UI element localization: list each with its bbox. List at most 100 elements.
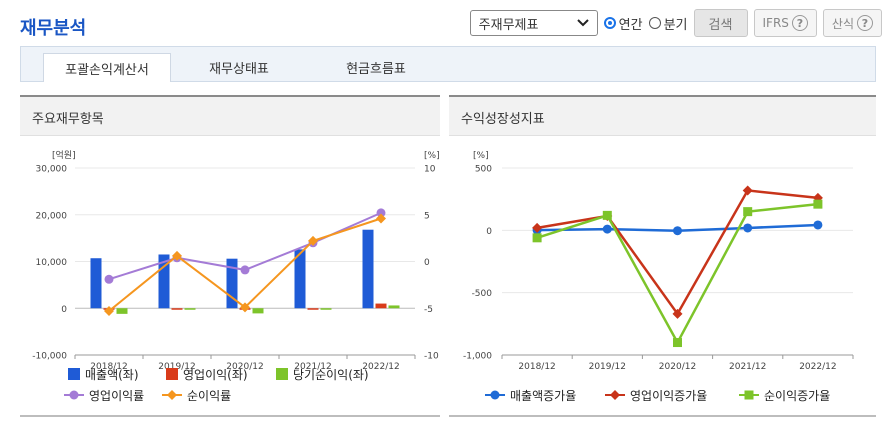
x-tick-label: 2022/12 xyxy=(799,362,836,372)
x-tick-label: 2020/12 xyxy=(659,362,696,372)
y-right-tick-label: -5 xyxy=(424,305,433,315)
panel-divider xyxy=(20,415,440,417)
radio-quarter-label: 분기 xyxy=(663,17,688,33)
bar-당기순이익(좌) xyxy=(388,305,400,309)
point-순이익증가율 xyxy=(673,338,682,348)
y-right-tick-label: -10 xyxy=(424,352,439,362)
point-순이익률 xyxy=(308,235,318,246)
x-tick-label: 2021/12 xyxy=(294,362,331,372)
bar-매출액(좌) xyxy=(158,254,170,309)
bar-영업이익(좌) xyxy=(375,303,387,309)
y-tick-label: 500 xyxy=(475,165,492,175)
panel-header: 주요재무항목 xyxy=(20,95,440,136)
legend-label: 매출액(좌) xyxy=(85,368,139,382)
x-tick-label: 2021/12 xyxy=(729,362,766,372)
legend-marker xyxy=(490,390,500,400)
legend-marker xyxy=(69,390,79,400)
axis-unit: [%] xyxy=(473,151,489,161)
y-right-tick-label: 10 xyxy=(424,165,436,175)
panel-header: 수익성장성지표 xyxy=(449,95,876,136)
y-left-tick-label: 30,000 xyxy=(36,165,68,175)
left-axis-unit: [억원] xyxy=(52,149,76,161)
toolbar: 주재무제표 연간 분기 검색 IFRS ? 산식 ? xyxy=(469,9,882,37)
right-axis-unit: [%] xyxy=(424,151,440,161)
point-매출액증가율 xyxy=(673,226,682,236)
point-영업이익률 xyxy=(376,208,386,218)
y-right-tick-label: 5 xyxy=(424,211,430,221)
x-tick-label: 2019/12 xyxy=(589,362,626,372)
point-매출액증가율 xyxy=(602,224,612,234)
bar-매출액(좌) xyxy=(90,258,102,309)
legend-marker xyxy=(610,390,620,400)
tab-balance-sheet[interactable]: 재무상태표 xyxy=(209,62,269,77)
search-button[interactable]: 검색 xyxy=(693,9,748,37)
legend-swatch xyxy=(68,368,80,380)
y-tick-label: 0 xyxy=(486,227,492,237)
x-tick-label: 2018/12 xyxy=(518,362,555,372)
growth-indicators-chart: [%] 500 0 -500 -1,000 2018/12 2019/12 2020/12 20… xyxy=(463,151,854,403)
help-icon: ? xyxy=(791,15,808,31)
point-영업이익증가율 xyxy=(532,222,543,233)
y-left-tick-label: 0 xyxy=(61,305,67,315)
point-순이익률 xyxy=(240,302,250,313)
point-순이익증가율 xyxy=(743,207,753,217)
legend-swatch xyxy=(276,368,288,380)
chevron-down-icon xyxy=(576,19,589,27)
bar-매출액(좌) xyxy=(362,229,374,309)
point-순이익증가율 xyxy=(532,233,542,243)
help-icon: ? xyxy=(857,15,873,31)
radio-annual-indicator[interactable] xyxy=(603,17,616,29)
y-right-tick-label: 0 xyxy=(424,258,430,268)
radio-quarter-indicator[interactable] xyxy=(648,17,661,29)
panel-title: 주요재무항목 xyxy=(32,112,104,127)
bar-영업이익(좌) xyxy=(307,308,319,310)
radio-quarter[interactable]: 분기 xyxy=(648,14,688,33)
point-영업이익률 xyxy=(104,274,114,284)
tab-income-statement[interactable]: 포괄손익계산서 xyxy=(43,53,171,82)
bar-당기순이익(좌) xyxy=(252,308,264,314)
bar-당기순이익(좌) xyxy=(116,308,128,314)
point-영업이익증가율 xyxy=(742,185,753,196)
point-순이익증가율 xyxy=(813,199,823,209)
bar-당기순이익(좌) xyxy=(184,308,196,310)
line-순이익률 xyxy=(108,217,382,312)
statement-tabs: 포괄손익계산서 재무상태표 현금흐름표 xyxy=(20,46,876,82)
bar-영업이익(좌) xyxy=(171,308,183,310)
panel-title: 수익성장성지표 xyxy=(461,112,545,127)
select-value: 주재무제표 xyxy=(478,17,539,33)
bar-당기순이익(좌) xyxy=(320,308,332,310)
bar-매출액(좌) xyxy=(294,249,306,309)
financial-items-chart: [억원] [%] 30,000 10 20,000 5 10,000 0 0 -5 -10,000 -… xyxy=(32,149,440,403)
ifrs-label: IFRS xyxy=(762,16,789,30)
point-영업이익증가율 xyxy=(672,308,683,319)
y-tick-label: -1,000 xyxy=(463,352,492,362)
formula-button[interactable]: 산식 ? xyxy=(822,9,882,37)
legend-label: 순이익증가율 xyxy=(764,389,830,403)
page-title: 재무분석 xyxy=(20,18,87,39)
financial-items-panel: 주요재무항목 [억원] [%] 30,000 10 20,000 5 10,000 0 0 -5 -… xyxy=(20,95,440,417)
legend-label: 영업이익(좌) xyxy=(183,368,248,382)
radio-annual[interactable]: 연간 xyxy=(603,14,643,33)
legend-marker xyxy=(744,390,754,400)
panel-divider xyxy=(449,415,876,417)
ifrs-button[interactable]: IFRS ? xyxy=(753,9,817,37)
statement-type-select[interactable]: 주재무제표 xyxy=(469,10,598,36)
legend-label: 매출액증가율 xyxy=(510,389,576,403)
y-left-tick-label: 10,000 xyxy=(36,258,68,268)
tab-cash-flow[interactable]: 현금흐름표 xyxy=(346,62,406,77)
y-tick-label: -500 xyxy=(472,289,493,299)
legend-label: 영업이익증가율 xyxy=(630,389,707,403)
x-tick-label: 2019/12 xyxy=(158,362,195,372)
y-left-tick-label: -10,000 xyxy=(32,352,67,362)
line-순이익증가율 xyxy=(536,202,819,346)
legend-label: 순이익률 xyxy=(187,389,231,403)
legend-label: 당기순이익(좌) xyxy=(293,368,369,382)
legend-swatch xyxy=(166,368,178,380)
radio-annual-label: 연간 xyxy=(618,17,643,33)
point-매출액증가율 xyxy=(743,223,753,233)
point-순이익률 xyxy=(172,250,182,261)
y-left-tick-label: 20,000 xyxy=(36,211,68,221)
point-순이익증가율 xyxy=(602,210,612,220)
growth-indicators-panel: 수익성장성지표 [%] 500 0 -500 -1,000 2018/12 2019/12 2… xyxy=(449,95,876,417)
legend-label: 영업이익률 xyxy=(89,389,144,403)
